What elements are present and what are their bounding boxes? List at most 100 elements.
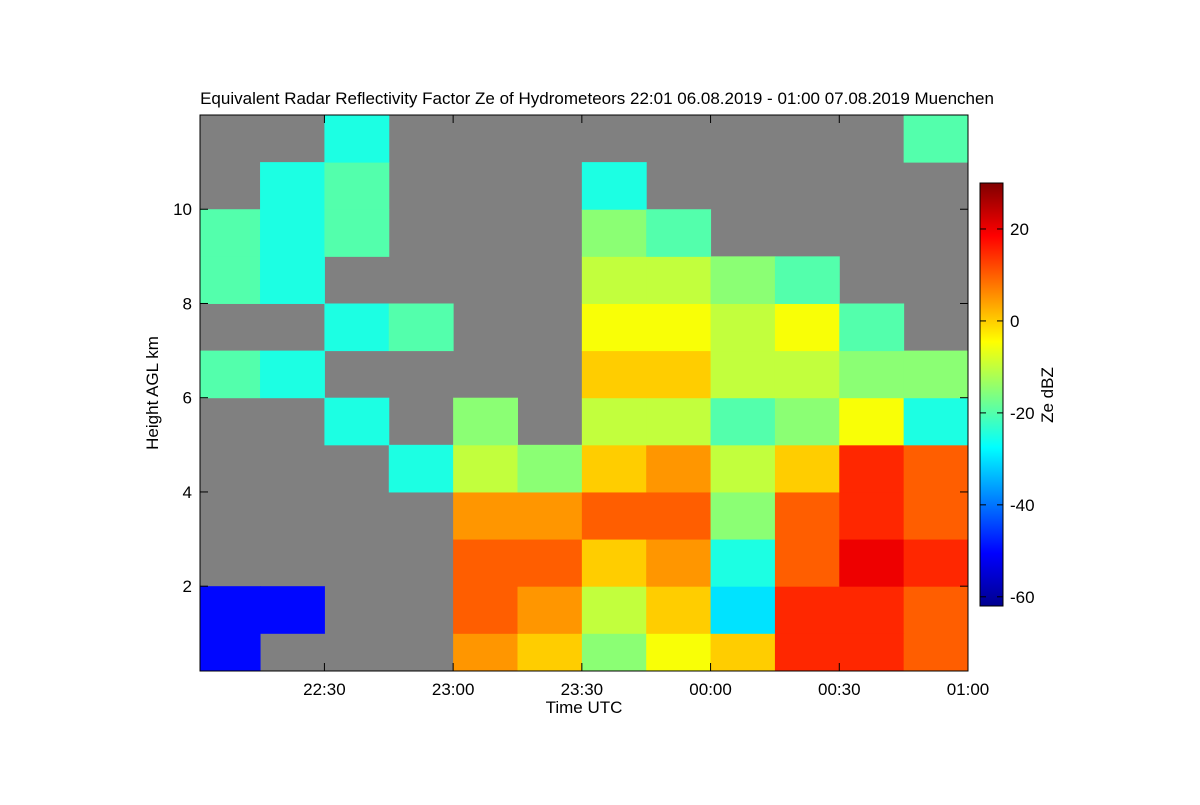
heat-cell — [324, 303, 390, 352]
y-axis-label: Height AGL km — [143, 336, 162, 450]
heat-cell — [581, 162, 647, 210]
heat-cell — [581, 586, 647, 634]
heat-cell — [839, 633, 905, 671]
heat-cell — [646, 209, 712, 257]
heat-cell — [581, 539, 647, 587]
heat-cell — [260, 162, 325, 210]
heat-cell — [453, 444, 518, 493]
heat-cell — [646, 303, 712, 352]
heat-cell — [581, 444, 647, 493]
heat-cell — [839, 491, 905, 540]
heat-cell — [774, 491, 840, 540]
heat-cell — [839, 444, 905, 493]
heat-cell — [200, 209, 261, 257]
y-tick-label: 8 — [183, 294, 192, 313]
heat-cell — [710, 539, 776, 587]
plot-area — [200, 115, 968, 671]
heat-cell — [581, 397, 647, 446]
plot-frame — [199, 114, 969, 672]
heat-cell — [710, 397, 776, 446]
heat-cell — [324, 209, 390, 257]
heat-cell — [260, 256, 325, 304]
heat-cell — [324, 162, 390, 210]
heat-cell — [646, 350, 712, 399]
heat-cell — [774, 303, 840, 352]
heat-cell — [774, 350, 840, 399]
heat-cell — [903, 491, 968, 540]
heat-cell — [260, 586, 325, 634]
heat-cell — [646, 397, 712, 446]
x-tick-label: 23:00 — [432, 680, 475, 699]
heat-cell — [710, 491, 776, 540]
colorbar-tick-label: -60 — [1010, 588, 1035, 607]
heat-cell — [581, 256, 647, 304]
heat-cell — [646, 586, 712, 634]
heat-cell — [453, 491, 518, 540]
heat-cell — [774, 444, 840, 493]
heat-cell — [517, 491, 583, 540]
heat-cell — [839, 539, 905, 587]
heat-cell — [200, 350, 261, 399]
x-tick-label: 01:00 — [947, 680, 990, 699]
heat-cell — [710, 586, 776, 634]
heat-cell — [517, 586, 583, 634]
heat-cell — [903, 397, 968, 446]
heat-cell — [710, 256, 776, 304]
heat-cell — [646, 491, 712, 540]
x-tick-label: 00:00 — [689, 680, 732, 699]
heat-cell — [200, 586, 261, 634]
colorbar-tick-label: -40 — [1010, 496, 1035, 515]
heat-cell — [903, 633, 968, 671]
heat-cell — [200, 633, 261, 671]
y-tick-label: 2 — [183, 577, 192, 596]
colorbar-tick-label: 0 — [1010, 312, 1019, 331]
x-tick-label: 00:30 — [818, 680, 861, 699]
heat-cell — [453, 397, 518, 446]
colorbar-tick-label: 20 — [1010, 220, 1029, 239]
heat-cell — [774, 633, 840, 671]
heat-cell — [646, 256, 712, 304]
heat-cell — [903, 586, 968, 634]
heat-cell — [581, 350, 647, 399]
colorbar — [979, 182, 1004, 607]
heat-cell — [453, 586, 518, 634]
x-tick-label: 22:30 — [303, 680, 346, 699]
heat-cell — [517, 539, 583, 587]
heat-cell — [710, 633, 776, 671]
heat-cell — [260, 209, 325, 257]
heat-cell — [903, 444, 968, 493]
heat-cell — [903, 115, 968, 163]
heat-cell — [710, 303, 776, 352]
heat-cell — [646, 444, 712, 493]
heat-cell — [646, 633, 712, 671]
heat-cell — [774, 586, 840, 634]
y-tick-label: 6 — [183, 389, 192, 408]
heat-cell — [581, 633, 647, 671]
heat-cell — [839, 303, 905, 352]
x-tick-label: 23:30 — [561, 680, 604, 699]
y-tick-label: 10 — [173, 200, 192, 219]
heat-cell — [581, 491, 647, 540]
heat-cell — [581, 303, 647, 352]
heat-cell — [453, 539, 518, 587]
x-axis-label: Time UTC — [546, 698, 623, 717]
heat-cell — [839, 350, 905, 399]
heat-cell — [517, 444, 583, 493]
colorbar-label: Ze dBZ — [1038, 367, 1057, 423]
heat-cell — [388, 303, 454, 352]
heat-cell — [388, 444, 454, 493]
chart-title: Equivalent Radar Reflectivity Factor Ze … — [200, 89, 994, 108]
heat-cell — [710, 350, 776, 399]
heat-cell — [200, 256, 261, 304]
heat-cell — [774, 397, 840, 446]
heat-cell — [260, 350, 325, 399]
heat-cell — [903, 350, 968, 399]
heat-cell — [517, 633, 583, 671]
heat-cell — [774, 539, 840, 587]
heat-cell — [903, 539, 968, 587]
heat-cell — [710, 444, 776, 493]
heat-cell — [324, 397, 390, 446]
heat-cell — [646, 539, 712, 587]
